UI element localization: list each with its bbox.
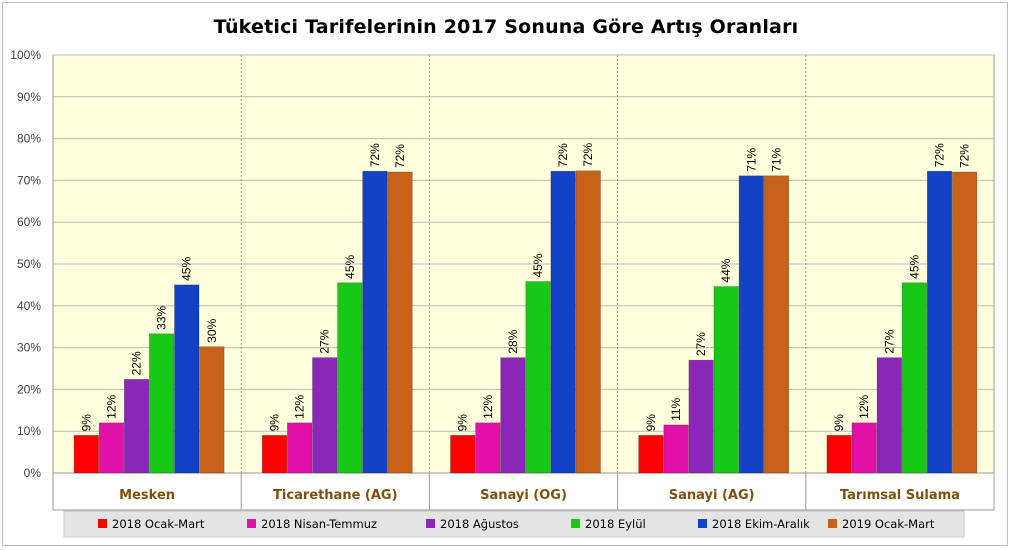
legend-swatch <box>698 519 707 528</box>
bar <box>362 170 388 474</box>
chart-title: Tüketici Tarifelerinin 2017 Sonuna Göre … <box>213 16 799 38</box>
data-label: 22% <box>130 351 144 375</box>
category-axis <box>52 472 995 511</box>
category-label: Tarımsal Sulama <box>840 488 960 503</box>
bar <box>73 435 99 474</box>
y-tick-label: 40% <box>17 299 41 313</box>
legend-label: 2018 Ağustos <box>440 517 519 531</box>
data-label: 72% <box>958 144 972 168</box>
bar <box>287 422 313 474</box>
data-label: 9% <box>456 414 470 432</box>
y-tick-label: 0% <box>24 466 42 480</box>
legend-swatch <box>828 519 837 528</box>
bar <box>199 346 225 474</box>
data-label: 27% <box>882 329 896 353</box>
legend-label: 2019 Ocak-Mart <box>842 517 935 531</box>
bar <box>688 359 714 474</box>
y-tick-label: 90% <box>17 90 41 104</box>
category-label: Ticarethane (AG) <box>273 488 397 503</box>
category-label: Mesken <box>119 488 175 503</box>
bar <box>638 435 664 474</box>
data-label: 45% <box>531 253 545 277</box>
bar <box>926 170 953 474</box>
bar <box>475 422 501 474</box>
data-label: 45% <box>907 254 921 278</box>
y-tick-label: 60% <box>17 215 41 229</box>
bar <box>713 286 739 474</box>
category-label: Sanayi (OG) <box>480 488 567 503</box>
bar <box>174 284 200 474</box>
legend-swatch <box>426 519 435 528</box>
bar <box>124 379 150 474</box>
legend-label: 2018 Ocak-Mart <box>112 517 205 531</box>
data-label: 9% <box>644 414 658 432</box>
bar <box>387 171 413 474</box>
category-label: Sanayi (AG) <box>669 488 755 503</box>
bar <box>550 170 576 474</box>
data-label: 72% <box>933 143 947 167</box>
bar <box>149 333 175 474</box>
bar <box>663 424 689 474</box>
bar <box>901 282 928 474</box>
data-label: 9% <box>79 414 93 432</box>
data-label: 27% <box>694 332 708 356</box>
bar <box>525 281 551 474</box>
bar <box>500 357 526 474</box>
data-label: 9% <box>268 414 282 432</box>
bar <box>261 435 288 474</box>
data-label: 9% <box>832 414 846 432</box>
bar <box>876 357 902 474</box>
bar <box>98 422 124 474</box>
bar <box>450 435 476 474</box>
data-label: 72% <box>581 142 595 166</box>
data-label: 45% <box>343 254 357 278</box>
data-label: 12% <box>857 394 871 418</box>
y-tick-label: 50% <box>17 257 41 271</box>
data-label: 11% <box>669 397 683 420</box>
bar <box>738 175 764 474</box>
data-label: 45% <box>180 257 194 281</box>
data-label: 12% <box>104 394 118 418</box>
data-label: 33% <box>155 305 169 329</box>
bar <box>952 171 978 474</box>
data-label: 72% <box>368 143 382 167</box>
y-tick-label: 80% <box>17 132 41 146</box>
legend-label: 2018 Nisan-Temmuz <box>261 517 377 531</box>
data-label: 12% <box>293 394 307 418</box>
y-tick-label: 100% <box>10 48 41 62</box>
legend-swatch <box>571 519 580 528</box>
legend-label: 2018 Ekim-Aralık <box>712 517 810 531</box>
y-tick-label: 70% <box>17 173 41 187</box>
legend-swatch <box>247 519 256 528</box>
data-label: 71% <box>744 147 758 171</box>
bar <box>312 357 338 474</box>
bar <box>851 422 877 474</box>
bar <box>763 175 790 474</box>
data-label: 30% <box>205 318 219 342</box>
legend-swatch <box>98 519 107 528</box>
data-label: 44% <box>719 258 733 282</box>
legend-label: 2018 Eylül <box>585 517 646 531</box>
bar <box>826 435 852 474</box>
data-label: 12% <box>481 394 495 418</box>
y-tick-label: 30% <box>17 341 41 355</box>
legend <box>63 510 965 538</box>
bar <box>575 170 601 474</box>
data-label: 72% <box>556 143 570 167</box>
y-tick-label: 10% <box>17 424 41 438</box>
y-tick-label: 20% <box>17 382 41 396</box>
data-label: 71% <box>769 147 783 171</box>
bar <box>337 282 363 474</box>
data-label: 72% <box>393 144 407 168</box>
data-label: 28% <box>506 329 520 353</box>
data-label: 27% <box>318 329 332 353</box>
